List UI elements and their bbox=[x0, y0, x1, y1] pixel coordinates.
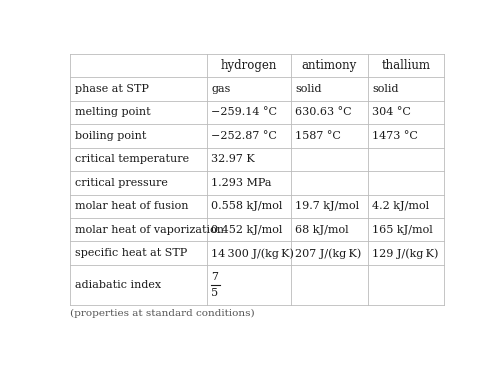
Text: molar heat of vaporization: molar heat of vaporization bbox=[75, 225, 224, 235]
Text: 207 J/(kg K): 207 J/(kg K) bbox=[295, 248, 362, 258]
Text: 32.97 K: 32.97 K bbox=[211, 154, 255, 164]
Text: 5: 5 bbox=[211, 288, 218, 298]
Text: solid: solid bbox=[295, 84, 322, 94]
Text: 0.558 kJ/mol: 0.558 kJ/mol bbox=[211, 201, 283, 211]
Text: −259.14 °C: −259.14 °C bbox=[211, 107, 277, 117]
Text: 129 J/(kg K): 129 J/(kg K) bbox=[372, 248, 439, 258]
Text: 304 °C: 304 °C bbox=[372, 107, 411, 117]
Text: 0.452 kJ/mol: 0.452 kJ/mol bbox=[211, 225, 283, 235]
Text: phase at STP: phase at STP bbox=[75, 84, 148, 94]
Text: thallium: thallium bbox=[381, 59, 430, 72]
Text: (properties at standard conditions): (properties at standard conditions) bbox=[70, 309, 254, 318]
Text: 19.7 kJ/mol: 19.7 kJ/mol bbox=[295, 201, 360, 211]
Text: gas: gas bbox=[211, 84, 231, 94]
Text: 1473 °C: 1473 °C bbox=[372, 131, 418, 141]
Text: solid: solid bbox=[372, 84, 399, 94]
Text: 630.63 °C: 630.63 °C bbox=[295, 107, 352, 117]
Text: −252.87 °C: −252.87 °C bbox=[211, 131, 277, 141]
Text: adiabatic index: adiabatic index bbox=[75, 280, 161, 290]
Text: specific heat at STP: specific heat at STP bbox=[75, 248, 187, 258]
Text: antimony: antimony bbox=[302, 59, 357, 72]
Text: 165 kJ/mol: 165 kJ/mol bbox=[372, 225, 433, 235]
Text: 14 300 J/(kg K): 14 300 J/(kg K) bbox=[211, 248, 294, 258]
Text: melting point: melting point bbox=[75, 107, 150, 117]
Text: 1.293 MPa: 1.293 MPa bbox=[211, 178, 272, 188]
Text: hydrogen: hydrogen bbox=[221, 59, 277, 72]
Text: 68 kJ/mol: 68 kJ/mol bbox=[295, 225, 349, 235]
Text: 7: 7 bbox=[211, 272, 218, 282]
Text: 4.2 kJ/mol: 4.2 kJ/mol bbox=[372, 201, 429, 211]
Text: 1587 °C: 1587 °C bbox=[295, 131, 341, 141]
Text: boiling point: boiling point bbox=[75, 131, 146, 141]
Text: molar heat of fusion: molar heat of fusion bbox=[75, 201, 188, 211]
Text: critical temperature: critical temperature bbox=[75, 154, 189, 164]
Text: critical pressure: critical pressure bbox=[75, 178, 167, 188]
